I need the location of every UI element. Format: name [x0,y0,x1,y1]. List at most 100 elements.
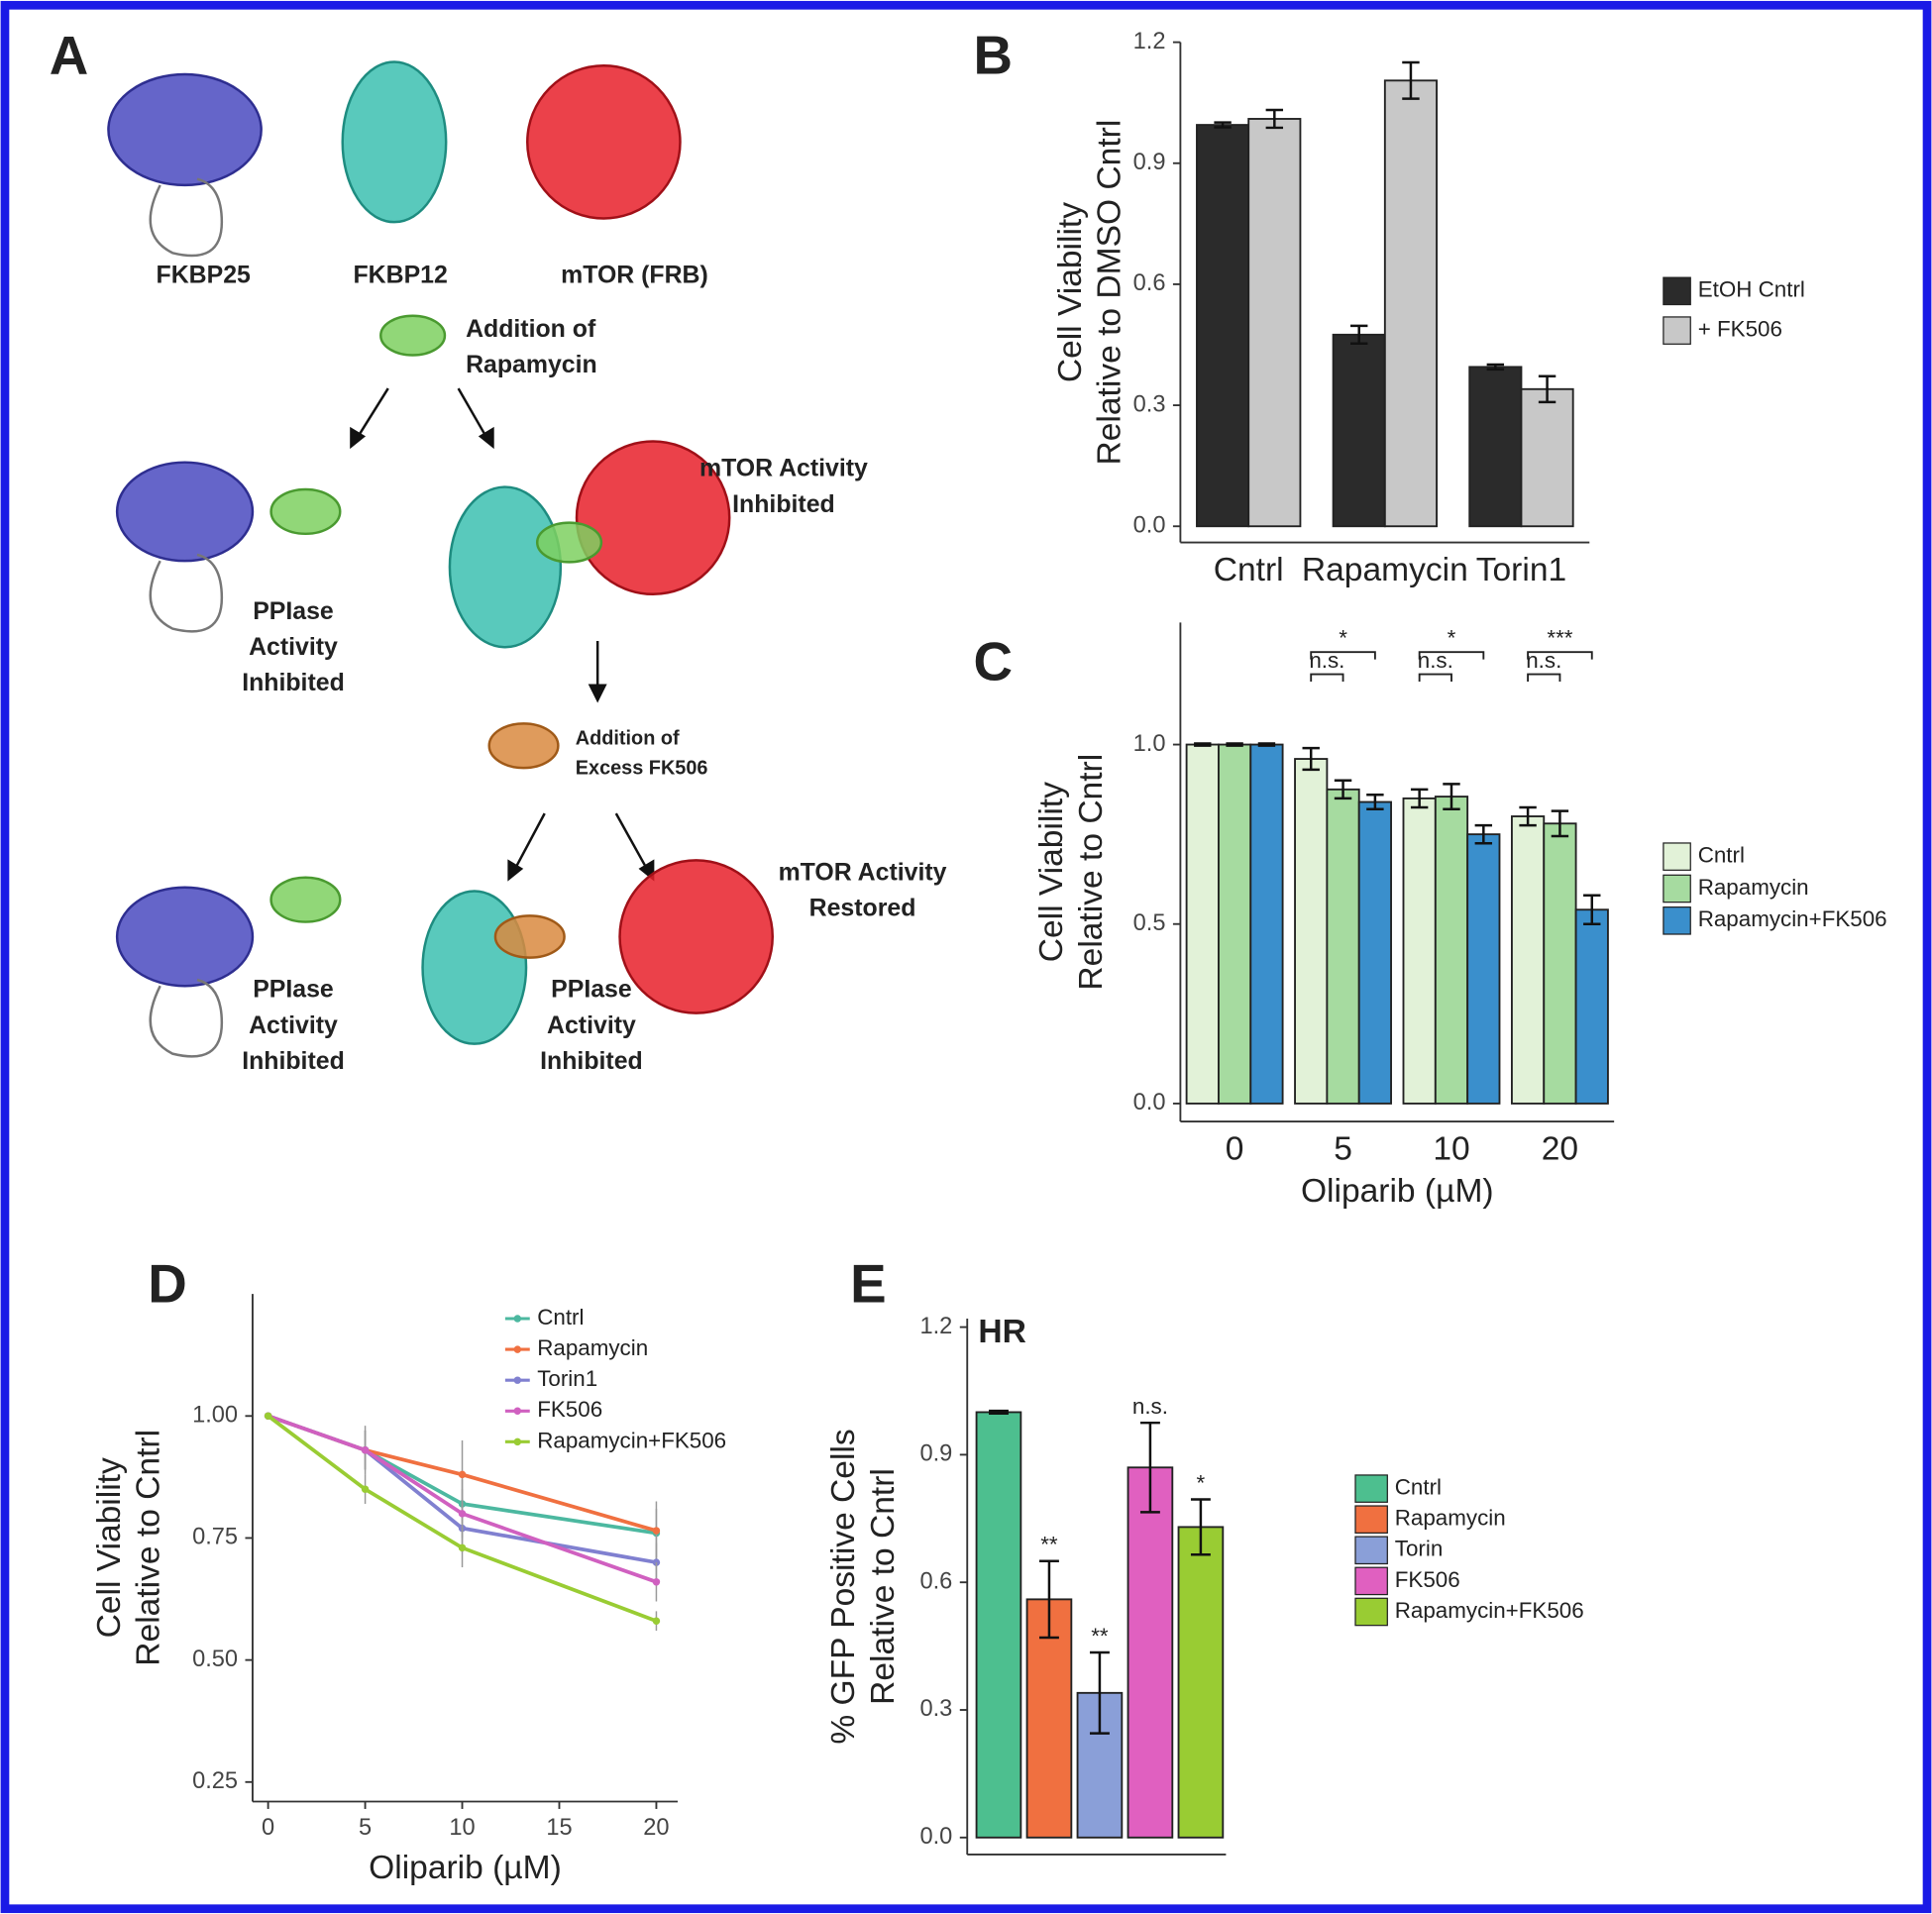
x-tick-label: 10 [1433,1131,1469,1168]
x-tick-label: 15 [546,1815,572,1841]
y-tick-label: 0.5 [1133,910,1166,936]
y-axis-label: Cell Viability [91,1457,128,1638]
bar [1127,1466,1174,1839]
protein-label: FKBP25 [157,261,251,288]
legend-swatch [1663,316,1691,345]
y-tick-label: 0.75 [192,1525,238,1550]
legend-dot [513,1407,522,1416]
y-tick-label: 0.25 [192,1768,238,1794]
y-axis-label: Relative to Cntrl [131,1430,167,1666]
point [652,1578,661,1586]
outcome-label: Inhibited [540,1047,643,1075]
y-tick-label: 1.0 [1133,731,1166,757]
y-axis-label: Relative to Cntrl [865,1468,902,1705]
subtitle: HR [978,1314,1025,1350]
legend-swatch [1354,1597,1388,1627]
value-annotation: n.s. [1132,1394,1168,1419]
y-tick-label: 0.6 [919,1568,952,1594]
legend-label: Cntrl [537,1305,584,1329]
bar [1357,800,1392,1105]
y-tick-label: 0.6 [1133,270,1166,296]
outcome-label: Inhibited [242,669,345,696]
point [458,1470,467,1479]
x-tick-label: Cntrl [1214,552,1284,588]
step-label: Rapamycin [466,351,597,378]
y-axis-label: Relative to Cntrl [1073,754,1110,991]
point [264,1412,272,1421]
y-tick-label: 0.3 [919,1696,952,1722]
value-annotation: ** [1091,1624,1109,1648]
bar [1543,822,1577,1105]
legend-dot [513,1437,522,1446]
point [458,1510,467,1518]
fkbp12-structure [341,60,448,224]
legend-label: Torin1 [537,1366,597,1391]
bar [1402,797,1437,1105]
legend-label: Rapamycin [1395,1506,1506,1531]
y-tick-label: 0.9 [1133,150,1166,175]
bar [1025,1598,1073,1839]
diagram: A FKBP25 FKBP12 mTOR (FRB) Addition of R… [50,24,947,1074]
point [652,1617,661,1625]
bar [1574,908,1609,1105]
y-tick-label: 0.0 [919,1824,952,1850]
panel-label: A [50,24,89,85]
y-tick-label: 1.2 [1133,29,1166,54]
x-tick-label: Torin1 [1476,552,1566,588]
protein-label: FKBP12 [354,261,448,288]
fk506-structure [487,722,560,770]
x-tick-label: 5 [359,1815,372,1841]
legend-label: Rapamycin+FK506 [1395,1598,1584,1623]
legend-label: Rapamycin [1698,875,1809,900]
outcome-label: mTOR Activity [779,859,947,887]
x-axis-label: Oliparib (µM) [1301,1173,1494,1210]
bar [1218,743,1252,1105]
panel-label: B [973,24,1013,85]
bar [1196,124,1250,528]
outcome-label: Inhibited [732,490,835,518]
rapamycin-structure [269,487,342,536]
point [361,1446,370,1454]
bar [975,1411,1022,1839]
legend-dot [513,1376,522,1384]
bar [1332,333,1386,528]
bar [1466,833,1501,1105]
legend-swatch [1354,1505,1388,1535]
outcome-label: Activity [249,633,338,661]
x-tick-label: 0 [1226,1131,1244,1168]
fkbp12-structure [448,485,563,649]
legend-swatch [1663,842,1691,871]
outcome-label: PPIase [253,976,334,1004]
legend-label: Cntrl [1698,843,1745,868]
step-label: Addition of [466,315,596,343]
outcome-label: mTOR Activity [699,455,868,482]
point [361,1485,370,1493]
outcome-label: PPIase [253,597,334,625]
fkbp25-structure [115,886,255,988]
y-tick-label: 1.00 [192,1403,238,1429]
bar [1177,1526,1225,1839]
y-axis-label: Relative to DMSO Cntrl [1092,120,1128,466]
fkbp12-structure [421,890,528,1045]
outcome-label: Activity [249,1011,338,1039]
legend-label: Rapamycin+FK506 [1698,906,1887,931]
rapamycin-structure [269,876,342,923]
line [267,1414,658,1584]
legend-label: EtOH Cntrl [1698,277,1805,302]
significance-label: *** [1547,626,1572,651]
y-axis-label: Cell Viability [1033,782,1070,962]
x-tick-label: 20 [1542,1131,1578,1168]
outcome-label: Inhibited [242,1047,345,1075]
x-tick-label: 5 [1334,1131,1352,1168]
fkbp25-structure [107,72,263,258]
fkbp25-structure [115,461,255,563]
legend-label: + FK506 [1698,317,1782,342]
panel-label: C [973,630,1013,691]
mtor-structure [618,859,774,1014]
y-tick-label: 0.9 [919,1441,952,1467]
bar [1326,788,1360,1105]
bar [1294,758,1329,1105]
value-annotation: * [1197,1470,1206,1495]
